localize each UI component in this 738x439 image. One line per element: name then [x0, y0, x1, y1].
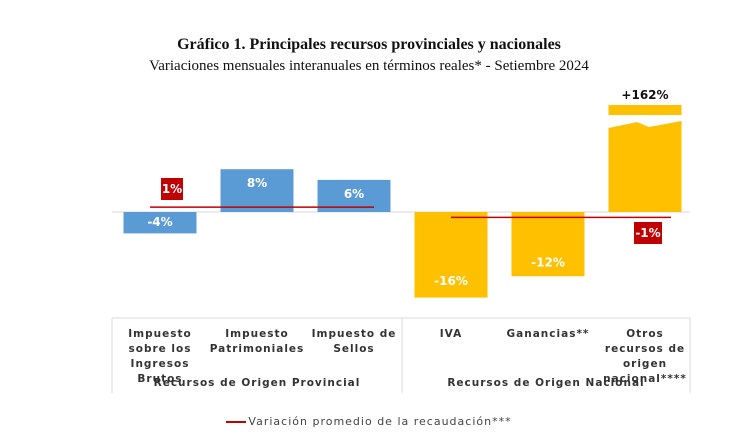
- bar-value-label: -12%: [531, 256, 565, 270]
- chart-title: Gráfico 1. Principales recursos provinci…: [177, 36, 561, 53]
- bar-main-segment: [608, 121, 682, 212]
- bar-value-label: 8%: [247, 176, 267, 190]
- bar-value-label: -16%: [434, 274, 468, 288]
- group-label: Recursos de Origen Nacional: [447, 377, 645, 389]
- category-label: Impuesto Patrimoniales: [209, 328, 305, 355]
- chart-subtitle: Variaciones mensuales interanuales en té…: [149, 58, 589, 74]
- bar-top-segment: [608, 105, 682, 115]
- average-label: 1%: [162, 182, 182, 196]
- bar-broken: [608, 105, 682, 212]
- category-label: Ganancias**: [506, 328, 590, 340]
- legend: Variación promedio de la recaudación***: [0, 415, 738, 428]
- average-label: -1%: [635, 226, 660, 240]
- category-label: Impuesto sobre los Ingresos Brutos: [128, 328, 192, 385]
- bar-value-label: 6%: [344, 187, 364, 201]
- average-label-box: [161, 178, 183, 200]
- legend-line-swatch: [226, 421, 247, 423]
- bar: [123, 212, 197, 234]
- bar-value-label: +162%: [621, 88, 668, 102]
- bar-value-label: -4%: [147, 215, 172, 229]
- category-label: IVA: [439, 328, 463, 340]
- average-label-box: [634, 222, 662, 244]
- legend-label: Variación promedio de la recaudación***: [248, 415, 512, 428]
- bar: [414, 212, 488, 298]
- bar: [511, 212, 585, 277]
- bar: [220, 169, 294, 212]
- category-label: Impuesto de Sellos: [311, 328, 397, 355]
- category-label: Otros recursos de origen nacional****: [603, 328, 687, 385]
- group-label: Recursos de Origen Provincial: [153, 377, 361, 389]
